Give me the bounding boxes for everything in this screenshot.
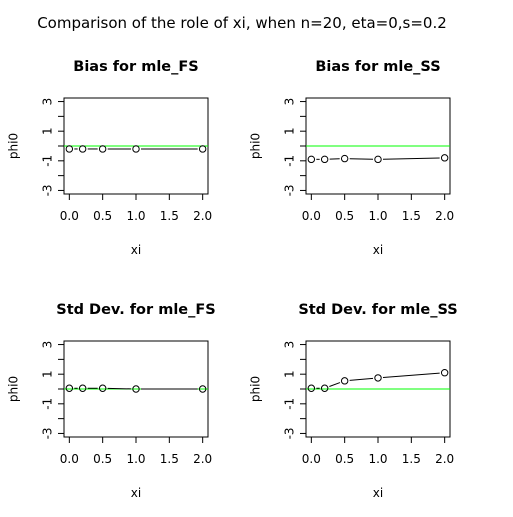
x-tick-label: 1.0 bbox=[126, 209, 145, 223]
data-point bbox=[98, 145, 107, 153]
data-point bbox=[320, 155, 329, 164]
chart-panel-1: Bias for mle_FS 0.0 0.5 1.0 1.5 2.0 -3 -1 1 3 xi ph… bbox=[7, 59, 213, 257]
x-tick-label: 1.5 bbox=[160, 209, 179, 223]
x-tick-label: 0.0 bbox=[302, 452, 321, 466]
x-axis-label: xi bbox=[373, 243, 383, 257]
data-point bbox=[132, 145, 140, 153]
x-tick-label: 1.5 bbox=[402, 452, 421, 466]
data-point bbox=[440, 369, 449, 377]
y-tick-label: -3 bbox=[41, 427, 55, 439]
series-segment bbox=[349, 377, 374, 381]
x-tick-label: 0.5 bbox=[93, 209, 112, 223]
series-segment bbox=[382, 372, 440, 378]
series-segment bbox=[107, 387, 132, 390]
x-axis-label: xi bbox=[373, 486, 383, 500]
data-point bbox=[78, 145, 87, 153]
panel-title: Bias for mle_FS bbox=[73, 59, 198, 75]
x-tick-label: 2.0 bbox=[193, 452, 212, 466]
y-tick-label: 1 bbox=[283, 370, 297, 378]
data-point bbox=[132, 385, 140, 393]
data-point bbox=[65, 384, 74, 392]
y-tick-label: -1 bbox=[283, 155, 297, 167]
chart-panel-3: Std Dev. for mle_FS 0.0 0.5 1.0 1.5 2.0 -3 -1 1 3… bbox=[7, 302, 216, 500]
series-segment bbox=[382, 157, 440, 160]
x-tick-label: 1.0 bbox=[126, 452, 145, 466]
y-axis-label: phi0 bbox=[7, 376, 21, 402]
data-point bbox=[65, 145, 74, 153]
y-tick-label: 1 bbox=[41, 127, 55, 135]
data-point bbox=[198, 145, 207, 153]
y-tick-label: -3 bbox=[283, 184, 297, 196]
chart-panel-4: Std Dev. for mle_SS 0.0 0.5 1.0 1.5 2.0 -3 -1 1 3… bbox=[249, 302, 458, 500]
x-tick-label: 1.5 bbox=[402, 209, 421, 223]
y-tick-label: 1 bbox=[41, 370, 55, 378]
data-point bbox=[340, 377, 349, 385]
y-axis-label: phi0 bbox=[7, 133, 21, 159]
y-tick-label: 3 bbox=[283, 341, 297, 349]
figure-title: Comparison of the role of xi, when n=20,… bbox=[37, 14, 447, 32]
data-point bbox=[98, 384, 107, 392]
x-axis-label: xi bbox=[131, 243, 141, 257]
y-tick-label: -1 bbox=[41, 155, 55, 167]
y-axis-label: phi0 bbox=[249, 133, 263, 159]
y-tick-label: 3 bbox=[283, 98, 297, 106]
x-tick-label: 0.0 bbox=[60, 209, 79, 223]
data-point bbox=[78, 384, 87, 392]
data-point bbox=[307, 155, 316, 164]
x-tick-label: 1.5 bbox=[160, 452, 179, 466]
data-point bbox=[374, 374, 382, 382]
y-axis-label: phi0 bbox=[249, 376, 263, 402]
x-tick-label: 1.0 bbox=[368, 452, 387, 466]
x-axis-label: xi bbox=[131, 486, 141, 500]
data-point bbox=[198, 385, 207, 393]
data-point bbox=[340, 154, 349, 163]
x-tick-label: 0.5 bbox=[93, 452, 112, 466]
data-point bbox=[440, 154, 449, 162]
panel-title: Std Dev. for mle_FS bbox=[56, 302, 215, 318]
x-tick-label: 2.0 bbox=[193, 209, 212, 223]
y-tick-label: -1 bbox=[283, 398, 297, 410]
x-tick-label: 0.0 bbox=[60, 452, 79, 466]
x-tick-label: 2.0 bbox=[435, 209, 454, 223]
x-tick-label: 2.0 bbox=[435, 452, 454, 466]
y-tick-label: 1 bbox=[283, 127, 297, 135]
x-tick-label: 1.0 bbox=[368, 209, 387, 223]
y-tick-label: -3 bbox=[283, 427, 297, 439]
y-tick-label: 3 bbox=[41, 98, 55, 106]
data-point bbox=[374, 155, 382, 164]
y-tick-label: 3 bbox=[41, 341, 55, 349]
x-tick-label: 0.0 bbox=[302, 209, 321, 223]
panel-title: Bias for mle_SS bbox=[315, 59, 440, 75]
panels-container: Bias for mle_FS 0.0 0.5 1.0 1.5 2.0 -3 -1 1 3 xi ph… bbox=[7, 59, 458, 500]
y-tick-label: -1 bbox=[41, 398, 55, 410]
y-tick-label: -3 bbox=[41, 184, 55, 196]
data-point bbox=[320, 384, 329, 392]
chart-panel-2: Bias for mle_SS 0.0 0.5 1.0 1.5 2.0 -3 -1 1 3 xi ph… bbox=[249, 59, 455, 257]
x-tick-label: 0.5 bbox=[335, 452, 354, 466]
series-segment bbox=[329, 382, 341, 387]
panel-title: Std Dev. for mle_SS bbox=[298, 302, 457, 318]
series-segment bbox=[349, 158, 374, 160]
data-point bbox=[307, 384, 316, 392]
x-tick-label: 0.5 bbox=[335, 209, 354, 223]
